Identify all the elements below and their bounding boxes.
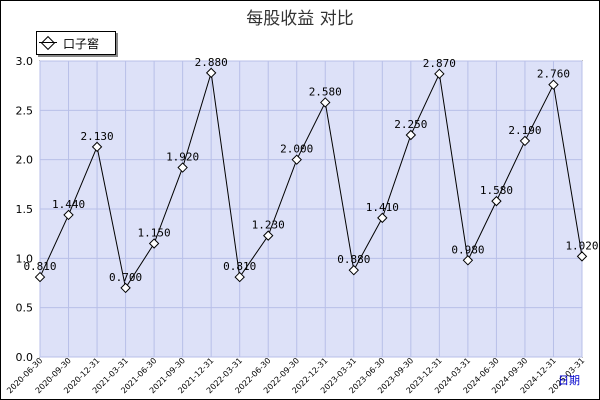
y-tick-label: 1.0 <box>16 252 34 265</box>
data-point <box>320 97 331 108</box>
data-label: 0.810 <box>23 260 56 273</box>
data-label: 2.130 <box>80 130 113 143</box>
data-label: 0.880 <box>337 253 370 266</box>
x-axis-ticks: 2020-06-302020-09-302020-12-312021-03-31… <box>5 356 586 395</box>
data-point <box>462 255 474 266</box>
data-label: 2.580 <box>309 85 342 98</box>
data-label: 1.020 <box>565 239 598 252</box>
data-point <box>548 79 559 90</box>
data-label: 1.230 <box>252 219 285 232</box>
series-line <box>39 72 583 290</box>
y-tick-label: 0.5 <box>16 302 34 315</box>
data-point <box>205 67 217 79</box>
data-label: 0.980 <box>451 243 484 256</box>
data-label: 0.810 <box>223 260 256 273</box>
data-point <box>177 162 188 173</box>
y-axis-ticks: 0.0 0.5 1.0 1.5 2.0 2.5 3.0 <box>16 55 34 364</box>
data-point <box>377 212 388 224</box>
data-label: 2.760 <box>537 68 570 81</box>
y-tick-label: 2.5 <box>16 104 34 117</box>
legend-diamond-icon <box>40 35 56 51</box>
data-label: 2.190 <box>508 124 541 137</box>
data-label: 1.150 <box>138 227 171 240</box>
data-point <box>263 230 274 241</box>
data-point <box>291 154 302 165</box>
data-label: 2.000 <box>280 143 313 156</box>
data-point <box>148 238 160 249</box>
data-point <box>434 68 445 80</box>
data-label: 1.440 <box>52 198 85 211</box>
data-point <box>234 271 245 283</box>
data-label: 0.700 <box>109 271 142 284</box>
series-group <box>34 67 588 294</box>
legend-label: 口子窖 <box>63 37 100 51</box>
data-label: 1.410 <box>366 201 399 214</box>
grid-lines <box>39 60 583 358</box>
data-point <box>491 195 502 207</box>
y-tick-label: 1.5 <box>16 203 34 216</box>
chart-title: 每股收益 对比 <box>246 9 354 29</box>
data-label: 2.870 <box>423 57 456 70</box>
data-label: 2.250 <box>394 118 427 131</box>
data-point <box>405 129 417 141</box>
data-label: 1.920 <box>166 151 199 164</box>
data-labels: 0.810 1.440 2.130 0.700 1.150 1.920 2.880 0.810… <box>23 56 598 284</box>
legend-line <box>39 42 57 43</box>
data-point <box>519 135 531 147</box>
y-tick-label: 0.0 <box>16 351 34 364</box>
legend: 口子窖 <box>36 31 116 55</box>
data-point <box>348 264 359 276</box>
y-tick-label: 3.0 <box>16 55 34 68</box>
data-label: 2.880 <box>195 56 228 69</box>
data-point <box>120 282 131 294</box>
data-point <box>576 251 588 262</box>
data-point <box>63 209 74 221</box>
y-tick-label: 2.0 <box>16 154 34 167</box>
data-point <box>34 271 46 283</box>
data-point <box>91 141 103 153</box>
x-axis-label[interactable]: 日期 <box>558 374 580 387</box>
data-label: 1.580 <box>480 184 513 197</box>
